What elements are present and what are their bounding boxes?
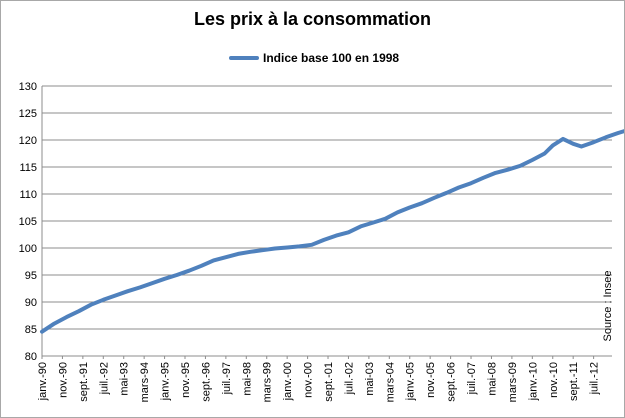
y-tick-label: 120 [19, 135, 37, 147]
x-tick-label: mai-93 [119, 362, 131, 396]
y-tick-label: 80 [25, 351, 37, 363]
x-tick-label: sept.-01 [323, 362, 335, 402]
y-tick-labels: 80 85 90 95 100 105 110 115 120 125 130 [19, 81, 37, 363]
x-tick-label: janv.-00 [282, 362, 294, 401]
x-tick-label: nov.-10 [548, 362, 560, 398]
x-tick-label: mars-09 [507, 362, 519, 402]
x-tick-label: mai-08 [486, 362, 498, 396]
x-tick-label: mars-94 [139, 362, 151, 402]
y-tick-label: 110 [19, 189, 37, 201]
x-tick-label: sept.-06 [446, 362, 458, 402]
y-tick-label: 115 [19, 162, 37, 174]
x-tick-label: juil.-12 [589, 362, 601, 395]
source-note: Source : Insee [602, 270, 614, 342]
x-tick-label: janv.-95 [160, 362, 172, 401]
x-tick-label: mars-04 [384, 362, 396, 402]
x-tick-label: janv.-90 [37, 362, 49, 401]
axes [41, 86, 612, 359]
x-tick-labels: janv.-90 nov.-90 sept.-91 juil.-92 mai-93 mar… [37, 362, 601, 402]
x-tick-label: nov.-90 [57, 362, 69, 398]
y-tick-label: 130 [19, 81, 37, 93]
y-tick-label: 95 [25, 270, 37, 282]
x-tick-label: juil.-92 [98, 362, 110, 395]
y-tick-label: 125 [19, 108, 37, 120]
x-tick-label: juil.-97 [221, 362, 233, 395]
x-tick-label: nov.-00 [303, 362, 315, 398]
x-tick-label: janv.-05 [405, 362, 417, 401]
y-tick-label: 100 [19, 243, 37, 255]
x-tick-label: mars-99 [262, 362, 274, 402]
x-tick-label: juil.-02 [343, 362, 355, 395]
x-tick-label: juil.-07 [466, 362, 478, 395]
gridlines [42, 85, 612, 357]
y-tick-label: 85 [25, 324, 37, 336]
legend-swatch [229, 56, 259, 60]
y-tick-label: 105 [19, 216, 37, 228]
series [40, 129, 624, 334]
x-tick-label: nov.-95 [180, 362, 192, 398]
series-line [40, 129, 624, 334]
x-tick-label: sept.-11 [568, 362, 580, 401]
legend-label: Indice base 100 en 1998 [263, 51, 400, 65]
x-tick-label: nov.-05 [425, 362, 437, 398]
chart-title: Les prix à la consommation [193, 9, 432, 29]
y-tick-label: 90 [25, 297, 37, 309]
x-tick-label: sept.-91 [78, 362, 90, 402]
x-tick-label: mai-98 [241, 362, 253, 396]
x-tick-label: janv.-10 [527, 362, 539, 401]
x-tick-label: mai-03 [364, 362, 376, 396]
x-tick-label: sept.-96 [200, 362, 212, 402]
legend: Indice base 100 en 1998 [229, 50, 399, 66]
